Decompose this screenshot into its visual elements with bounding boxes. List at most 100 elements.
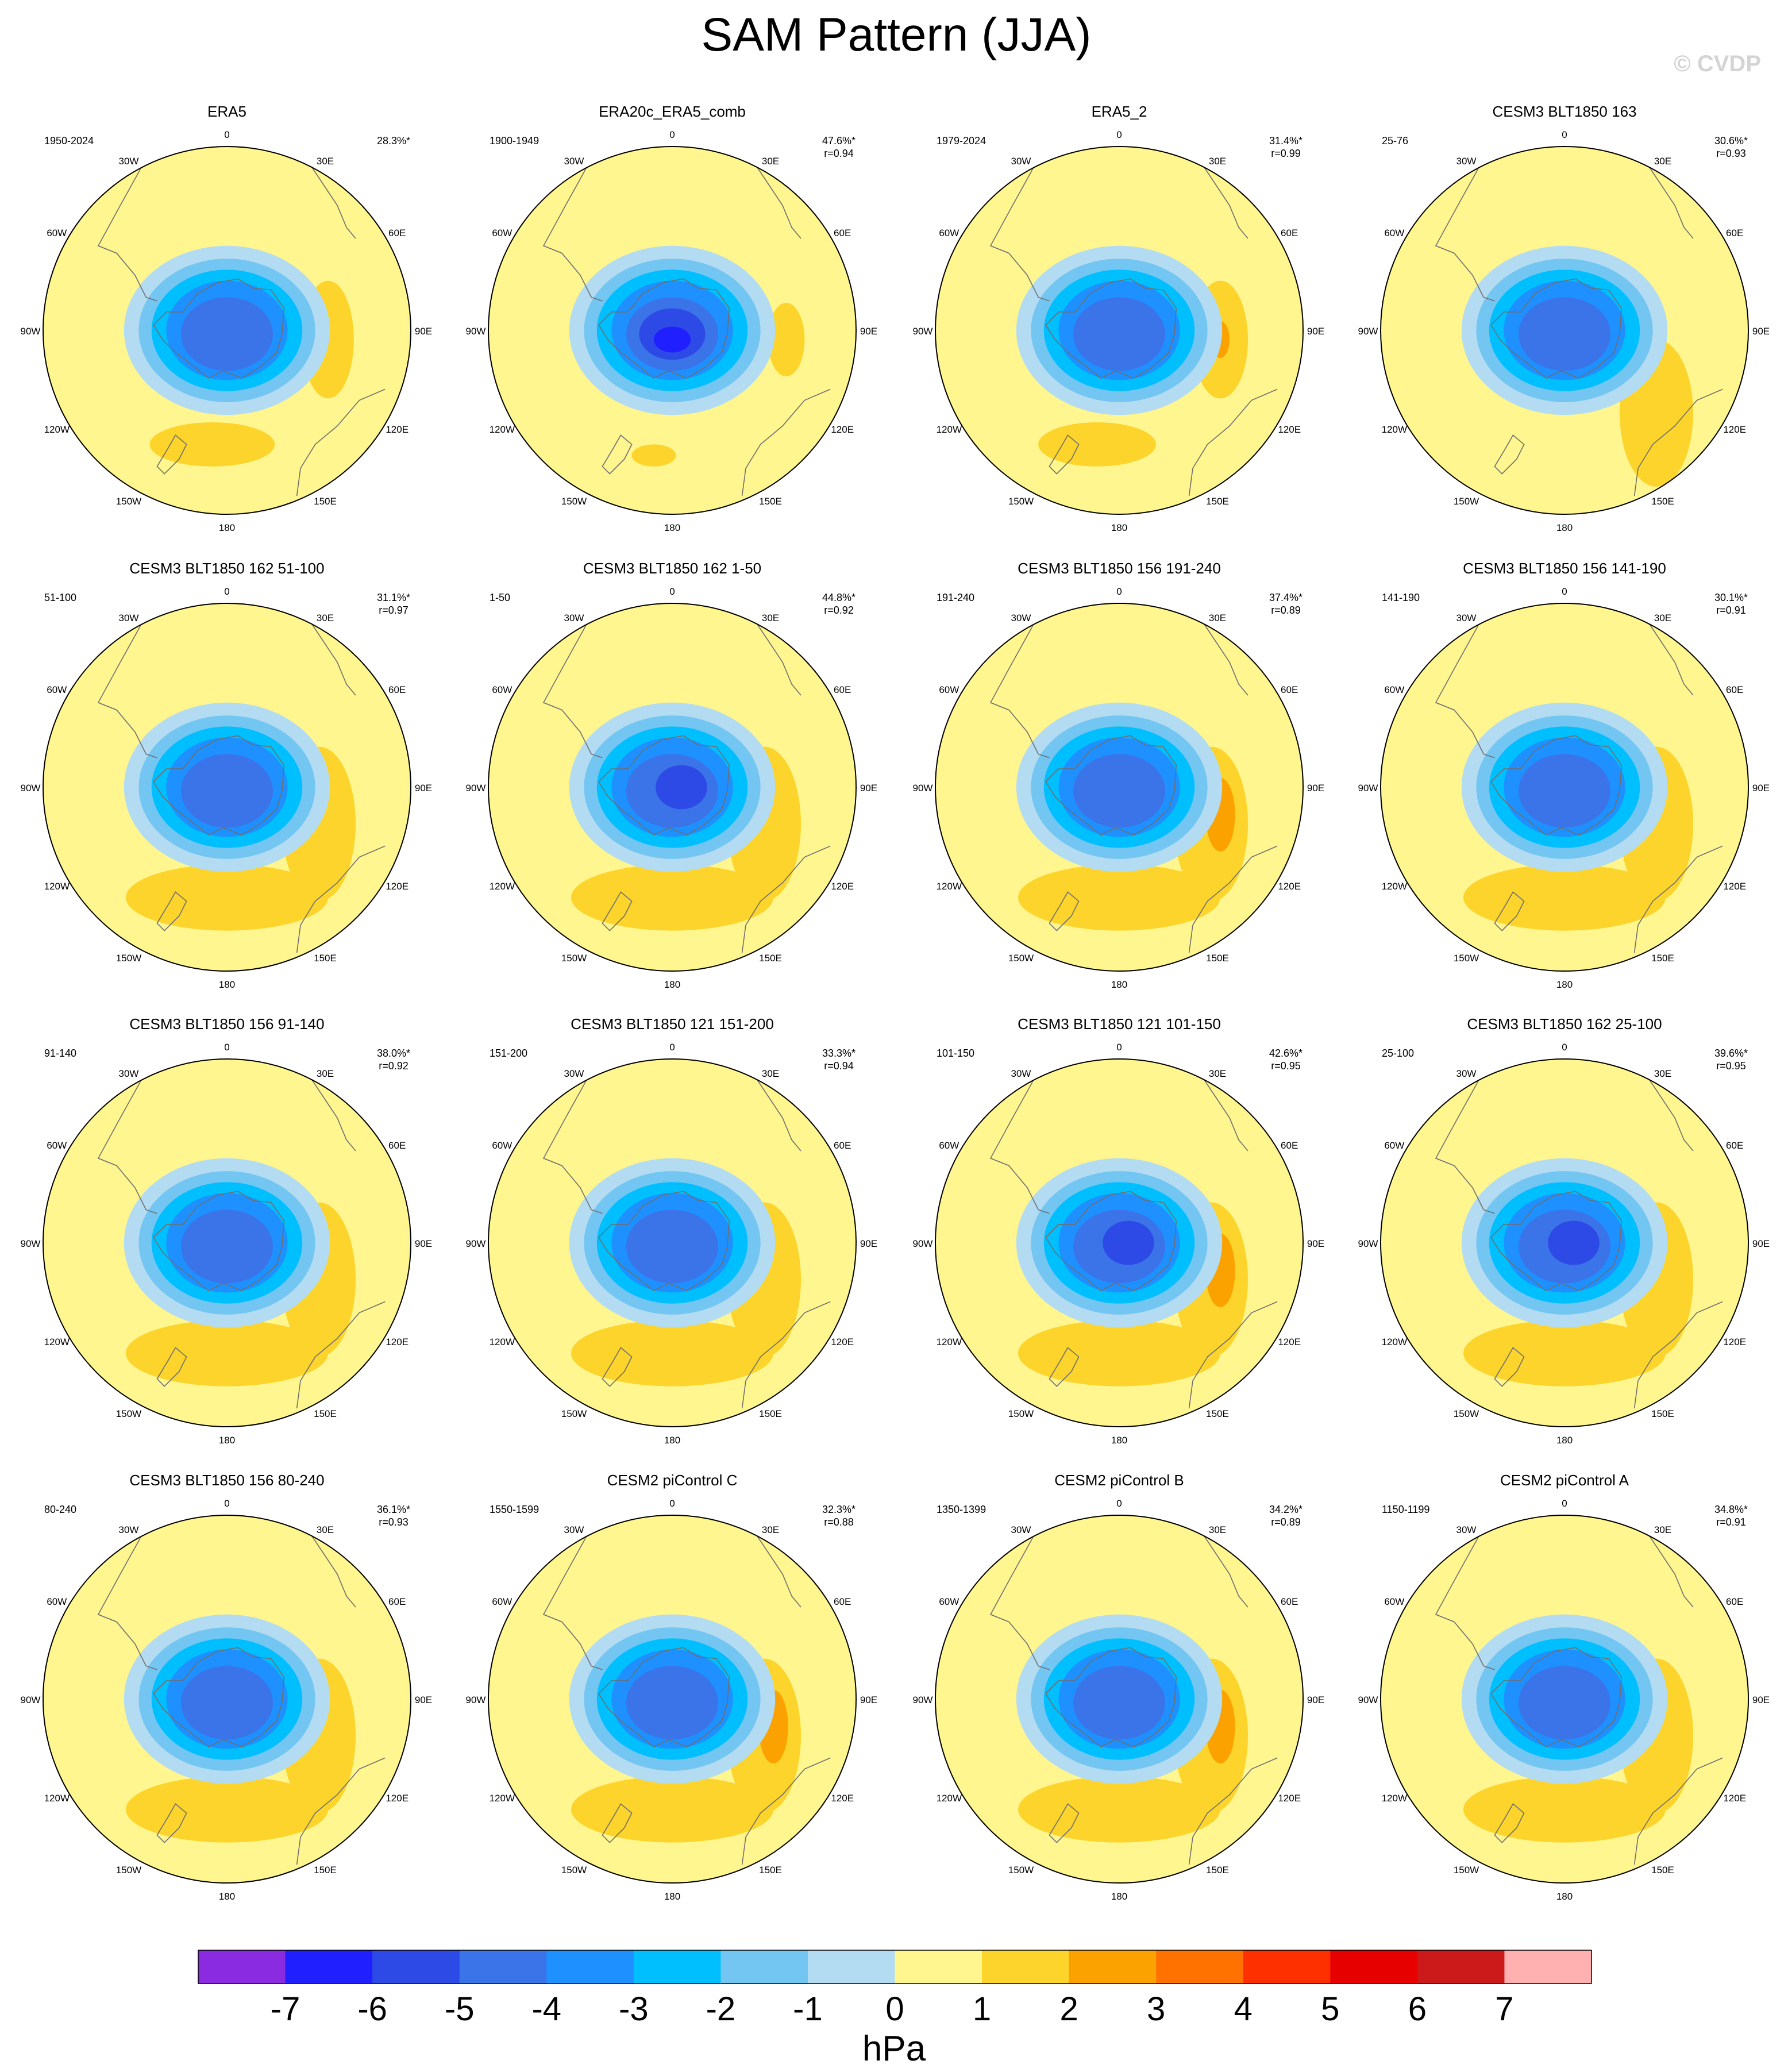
negative-anomaly-region [181,754,273,828]
longitude-label: 120W [490,881,515,892]
panel-correlation: r=0.91 [1716,604,1746,616]
panel-correlation: r=0.95 [1271,1060,1301,1072]
new-zealand-coastline [1494,891,1525,931]
longitude-label: 60E [834,684,851,695]
longitude-label: 90E [1752,783,1770,794]
longitude-label: 30E [317,156,334,167]
africa-coastline [303,612,356,696]
longitude-label: 30E [1654,1068,1671,1079]
longitude-label: 150W [1008,1865,1034,1875]
panel-years: 1900-1949 [490,135,539,147]
longitude-label: 150E [1651,1408,1674,1419]
australia-coastline [296,1301,386,1409]
panel-correlation: r=0.91 [1716,1516,1746,1528]
colorbar-tick-label: -4 [531,1990,561,2028]
panel-correlation: r=0.92 [379,1060,409,1072]
longitude-label: 150W [561,1408,587,1419]
longitude-label: 90E [860,1694,877,1705]
new-zealand-coastline [1049,434,1080,475]
longitude-label: 120E [1723,881,1746,892]
south-america-coastline [97,1519,157,1670]
longitude-label: 30W [1456,156,1477,167]
longitude-label: 150E [314,1408,337,1419]
longitude-label: 90W [21,783,41,794]
positive-anomaly-region [1018,1320,1220,1387]
panel-title: CESM3 BLT1850 163 [1493,103,1637,120]
colorbar-swatch [807,1950,895,1984]
longitude-label: 30W [119,1068,139,1079]
antarctica-coastline [1490,1191,1623,1292]
africa-coastline [1641,612,1694,696]
map-border [935,603,1304,972]
map-panel: CESM3 BLT1850 121 151-200 151-200 33.3%*r=… [466,1015,878,1446]
colorbar-frame [198,1950,1592,1984]
longitude-label: 120E [1278,1793,1301,1804]
positive-anomaly-region [126,1320,328,1387]
negative-anomaly-region [181,1210,273,1284]
longitude-label: 150E [1206,496,1229,507]
longitude-label: 60E [1726,228,1743,238]
new-zealand-coastline [1494,1803,1525,1843]
longitude-label: 150E [1651,1865,1674,1875]
longitude-label: 150E [1651,496,1674,507]
longitude-label: 30E [317,1524,334,1535]
longitude-label: 60E [388,1140,406,1151]
panel-correlation: r=0.94 [824,148,854,159]
map-border [43,1058,411,1427]
positive-anomaly-region [571,1320,773,1387]
panel-title: CESM2 piControl B [1054,1472,1184,1489]
colorbar-tick-label: 3 [1147,1990,1165,2028]
slp-anomaly-contours [569,1614,801,1843]
longitude-label: 30W [1011,613,1031,623]
colorbar-tick-label: 4 [1234,1990,1253,2028]
map-border [935,1515,1304,1884]
longitude-label: 120W [44,424,70,435]
longitude-label: 30W [119,613,139,623]
new-zealand-coastline [156,1803,187,1843]
panel-correlation: r=0.92 [824,604,854,616]
longitude-label: 30E [762,156,779,167]
africa-coastline [1196,1068,1248,1151]
panel-variance: 42.6%* [1269,1047,1303,1059]
longitude-label: 120W [490,1337,515,1347]
antarctica-coastline [1045,278,1177,379]
longitude-label: 0 [1562,586,1567,597]
positive-anomaly-region [768,303,805,376]
longitude-label: 60E [834,228,851,238]
positive-anomaly-region [571,1776,773,1843]
south-america-coastline [542,1062,603,1214]
africa-coastline [1196,612,1248,696]
map-border [488,603,857,972]
longitude-label: 60W [492,684,512,695]
longitude-label: 0 [1116,1498,1122,1509]
longitude-label: 150W [1454,953,1479,964]
panel-variance: 44.8%* [822,592,856,603]
longitude-label: 60E [1726,684,1743,695]
slp-anomaly-contours [1016,1614,1248,1843]
slp-anomaly-contours [124,1614,356,1843]
longitude-label: 150E [1206,1408,1229,1419]
longitude-label: 0 [669,1042,675,1053]
figure-title: SAM Pattern (JJA) [702,9,1092,61]
slp-anomaly-contours [569,702,801,931]
map-border [1380,603,1749,972]
map-panel: CESM3 BLT1850 156 80-240 80-240 36.1%*r=0.… [21,1472,433,1902]
colorbar-unit-label: hPa [862,2029,926,2069]
longitude-label: 60W [47,228,67,238]
longitude-label: 120E [1278,424,1301,435]
africa-coastline [1196,1524,1248,1608]
longitude-label: 60W [1384,1596,1404,1607]
negative-anomaly-region [1548,1220,1600,1265]
longitude-label: 60E [1726,1140,1743,1151]
panel-years: 25-76 [1382,135,1408,147]
coastlines [542,1519,831,1865]
longitude-label: 60W [939,1596,959,1607]
map-panel: CESM3 BLT1850 156 191-240 191-240 37.4%*r=… [913,560,1325,990]
longitude-label: 90E [1307,1238,1324,1249]
antarctica-coastline [152,735,285,836]
longitude-label: 120W [490,1793,515,1804]
australia-coastline [1633,1757,1723,1865]
longitude-label: 0 [669,129,675,140]
slp-anomaly-contours [124,245,354,467]
